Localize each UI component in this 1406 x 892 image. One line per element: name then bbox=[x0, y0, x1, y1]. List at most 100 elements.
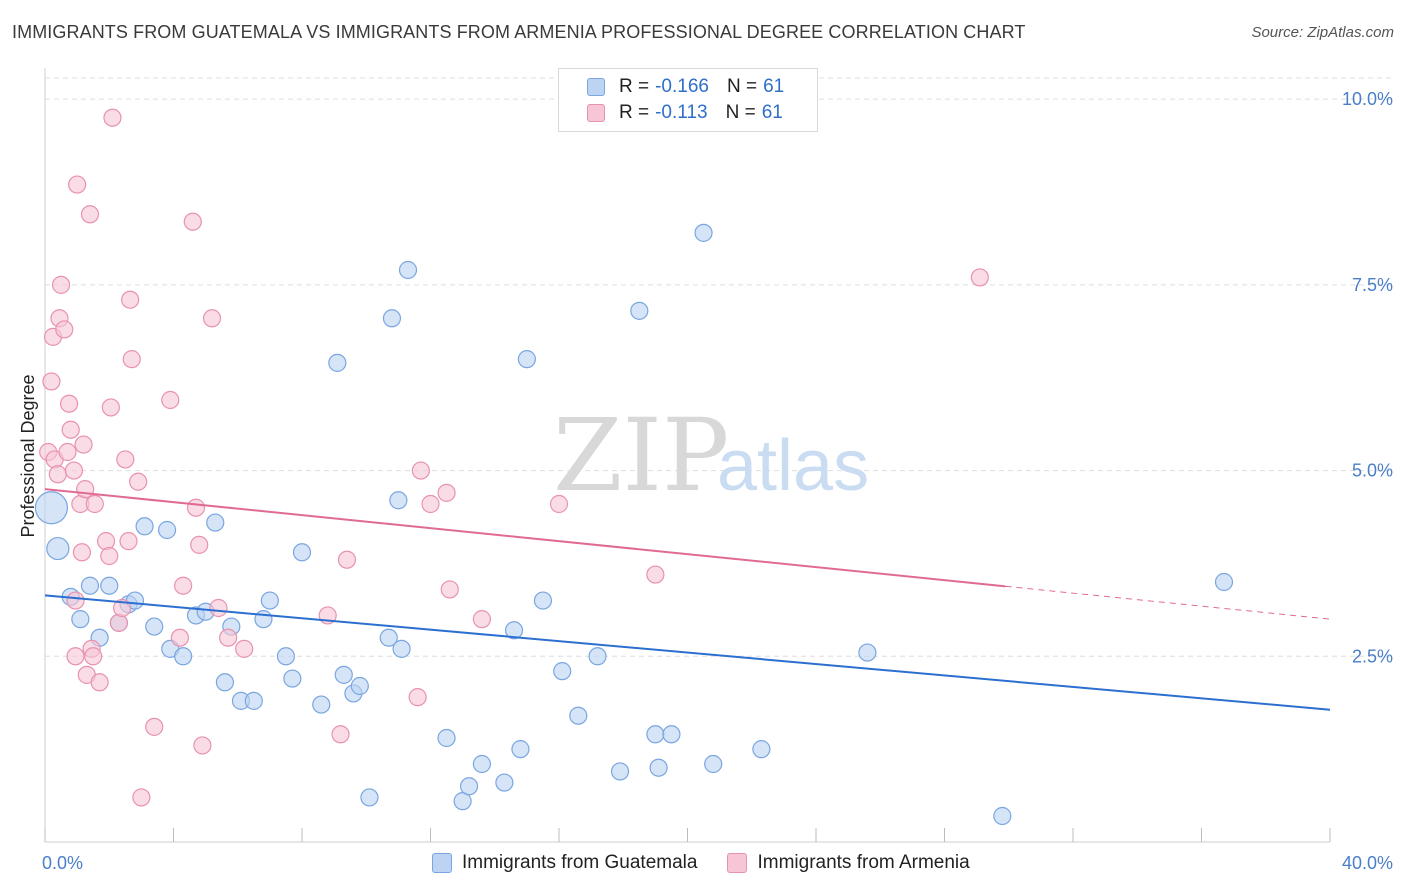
point-armenia bbox=[119, 532, 138, 551]
point-guatemala bbox=[389, 491, 408, 510]
legend-n-label: N = bbox=[726, 76, 758, 97]
y-tick-label: 10.0% bbox=[1342, 89, 1393, 109]
point-guatemala bbox=[511, 740, 530, 759]
point-guatemala bbox=[993, 806, 1012, 826]
watermark-zip: ZIP bbox=[553, 397, 729, 514]
trend-line-guatemala bbox=[44, 594, 1331, 711]
legend-label-armenia: Immigrants from Armenia bbox=[757, 852, 970, 873]
point-armenia bbox=[58, 442, 77, 462]
series-legend: Immigrants from Guatemala Immigrants fro… bbox=[432, 852, 1000, 874]
point-armenia bbox=[183, 212, 202, 231]
point-guatemala bbox=[80, 576, 100, 595]
tick-labels: 2.5% 5.0% 7.5% 10.0% 0.0% 40.0% bbox=[42, 89, 1393, 873]
point-guatemala bbox=[588, 647, 607, 666]
point-guatemala bbox=[437, 728, 456, 748]
point-guatemala bbox=[662, 725, 681, 744]
watermark-atlas: atlas bbox=[717, 426, 869, 506]
point-guatemala bbox=[694, 223, 713, 242]
point-guatemala bbox=[283, 669, 302, 688]
point-guatemala bbox=[34, 491, 69, 525]
legend-swatch-blue bbox=[432, 853, 452, 873]
point-guatemala bbox=[100, 576, 119, 595]
x-tick-label: 0.0% bbox=[42, 853, 83, 873]
point-guatemala bbox=[260, 591, 279, 610]
point-armenia bbox=[190, 535, 209, 554]
series-armenia-points bbox=[39, 108, 989, 807]
point-guatemala bbox=[858, 643, 877, 662]
point-armenia bbox=[101, 398, 120, 417]
point-guatemala bbox=[533, 591, 553, 610]
point-armenia bbox=[193, 736, 212, 755]
point-armenia bbox=[68, 175, 87, 194]
point-guatemala bbox=[145, 617, 164, 636]
point-guatemala bbox=[704, 754, 723, 774]
point-armenia bbox=[96, 532, 116, 551]
point-guatemala bbox=[254, 610, 273, 629]
point-guatemala bbox=[215, 673, 234, 692]
y-tick-label: 5.0% bbox=[1352, 461, 1393, 481]
point-armenia bbox=[59, 394, 79, 413]
point-armenia bbox=[411, 461, 430, 480]
point-guatemala bbox=[646, 725, 665, 744]
point-armenia bbox=[209, 598, 228, 618]
legend-row-armenia: R = -0.113 N = 61 bbox=[587, 101, 783, 125]
point-armenia bbox=[122, 350, 141, 369]
point-guatemala bbox=[312, 695, 331, 714]
point-armenia bbox=[186, 498, 206, 517]
legend-n-value: 61 bbox=[761, 102, 783, 123]
point-armenia bbox=[235, 639, 254, 658]
point-armenia bbox=[121, 290, 140, 309]
point-armenia bbox=[116, 450, 135, 469]
point-armenia bbox=[100, 546, 119, 566]
point-armenia bbox=[549, 494, 569, 514]
point-armenia bbox=[84, 647, 103, 666]
point-guatemala bbox=[459, 777, 479, 796]
legend-label-guatemala: Immigrants from Guatemala bbox=[462, 852, 698, 873]
point-armenia bbox=[74, 435, 93, 454]
point-guatemala bbox=[504, 621, 524, 640]
point-armenia bbox=[174, 576, 193, 595]
point-armenia bbox=[55, 320, 74, 339]
point-guatemala bbox=[649, 758, 668, 777]
point-armenia bbox=[219, 628, 238, 647]
point-armenia bbox=[145, 717, 164, 736]
point-armenia bbox=[109, 613, 128, 632]
point-guatemala bbox=[398, 260, 418, 280]
point-armenia bbox=[437, 483, 456, 502]
point-guatemala bbox=[610, 762, 630, 781]
point-armenia bbox=[337, 550, 357, 569]
point-guatemala bbox=[360, 788, 379, 807]
legend-swatch-pink bbox=[587, 104, 605, 122]
point-guatemala bbox=[135, 517, 154, 536]
legend-item-armenia: Immigrants from Armenia bbox=[727, 852, 970, 874]
point-guatemala bbox=[379, 628, 398, 647]
correlation-legend: R = -0.166 N = 61 R = -0.113 N = 61 bbox=[558, 68, 818, 132]
point-armenia bbox=[202, 309, 222, 328]
legend-n-label: N = bbox=[725, 102, 756, 123]
point-armenia bbox=[80, 205, 100, 224]
point-guatemala bbox=[392, 639, 411, 658]
point-guatemala bbox=[334, 665, 353, 684]
point-armenia bbox=[90, 673, 109, 692]
legend-swatch-blue bbox=[587, 78, 605, 96]
grid-lines bbox=[45, 77, 1392, 657]
point-armenia bbox=[72, 543, 92, 562]
point-armenia bbox=[408, 688, 427, 707]
y-axis-label: Professional Degree bbox=[18, 374, 38, 537]
point-guatemala bbox=[206, 513, 225, 532]
watermark: ZIP atlas bbox=[553, 397, 869, 514]
point-armenia bbox=[161, 390, 180, 410]
legend-r-label: R = bbox=[619, 76, 650, 97]
point-guatemala bbox=[157, 520, 177, 540]
legend-r-value: -0.113 bbox=[655, 102, 708, 123]
point-armenia bbox=[129, 472, 148, 491]
point-armenia bbox=[66, 591, 85, 610]
point-guatemala bbox=[328, 353, 347, 372]
point-guatemala bbox=[1214, 572, 1234, 592]
point-armenia bbox=[970, 268, 989, 287]
point-guatemala bbox=[517, 350, 536, 369]
point-guatemala bbox=[495, 773, 514, 792]
trend-lines bbox=[44, 488, 1331, 711]
chart-title: IMMIGRANTS FROM GUATEMALA VS IMMIGRANTS … bbox=[12, 22, 1026, 42]
legend-r-label: R = bbox=[619, 102, 650, 123]
